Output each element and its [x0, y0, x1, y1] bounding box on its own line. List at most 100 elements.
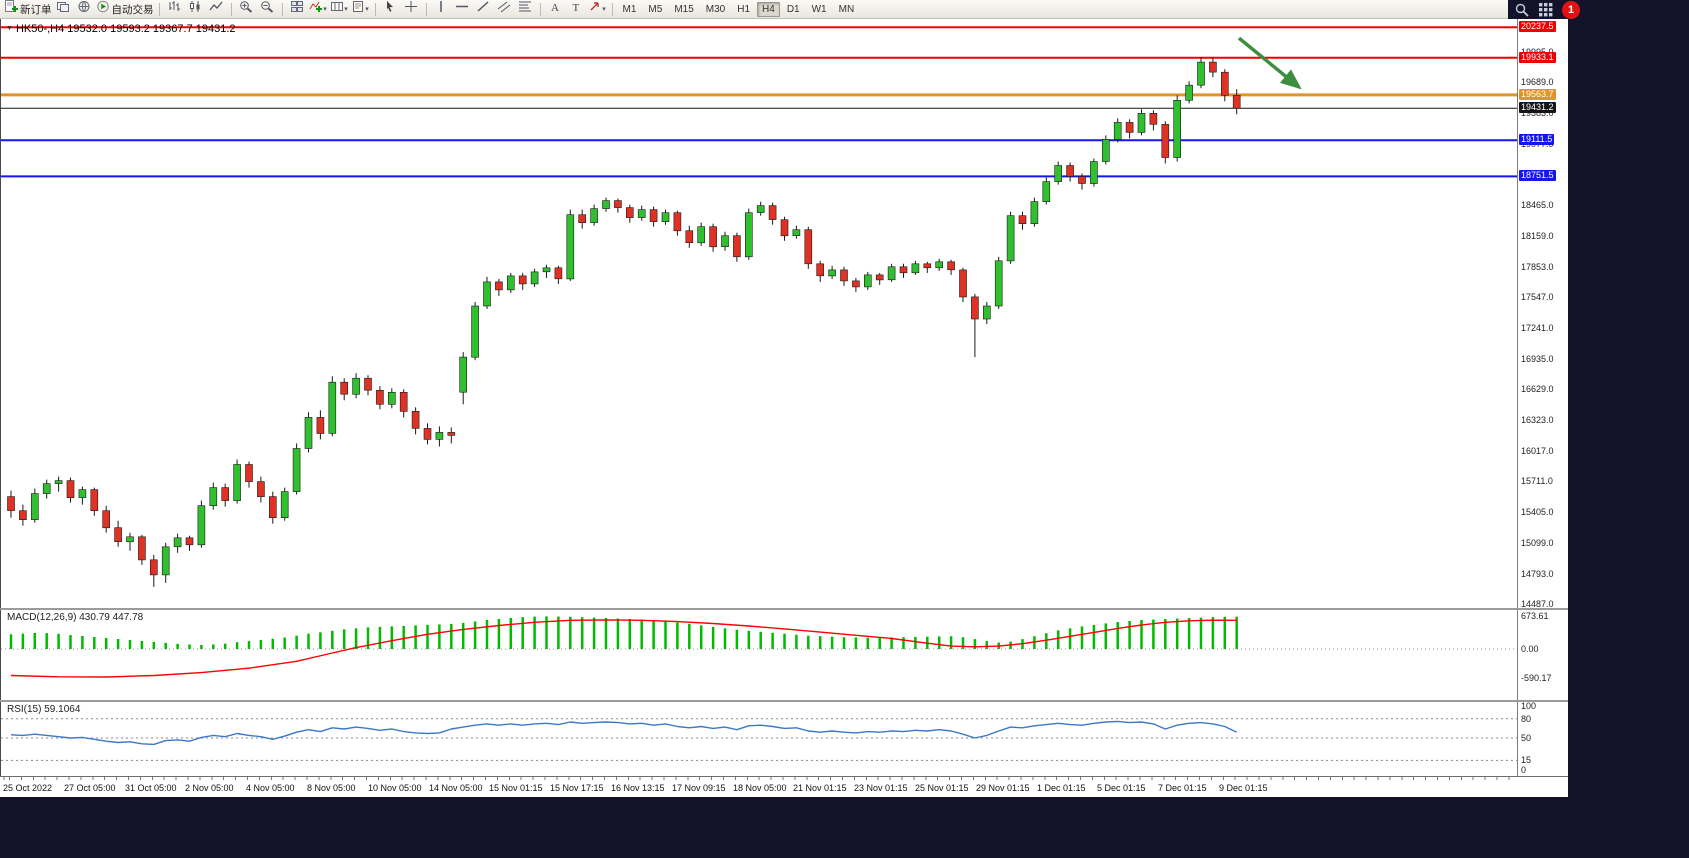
timeframe-M15[interactable]: M15 [674, 3, 694, 15]
cursor-button[interactable] [380, 1, 401, 17]
time-axis-label: 27 Oct 05:00 [64, 783, 116, 793]
time-axis-label: 29 Nov 01:15 [976, 783, 1030, 793]
price-axis-label: 14793.0 [1521, 569, 1554, 579]
panel-splitter[interactable] [0, 700, 1568, 702]
zoom-in-button[interactable] [236, 1, 257, 17]
price-axis-label: 16017.0 [1521, 446, 1554, 456]
vertical-line-button[interactable] [431, 1, 452, 17]
rsi-axis-label: 50 [1521, 733, 1532, 743]
macd-axis[interactable]: 673.61 0.00 -590.17 [1517, 610, 1568, 700]
grid-icon[interactable] [1538, 2, 1554, 18]
price-axis-label: 15405.0 [1521, 507, 1554, 517]
zoom-out-button[interactable] [257, 1, 278, 17]
charts-button[interactable] [53, 1, 74, 17]
periods-button[interactable]: ▾ [329, 1, 350, 17]
time-axis-label: 23 Nov 01:15 [854, 783, 908, 793]
line-chart-icon [209, 0, 223, 18]
rsi-canvas[interactable] [1, 702, 1517, 776]
text-button[interactable]: A [545, 1, 566, 17]
new-order-button[interactable]: 新订单 [3, 0, 53, 17]
overlay-icons: 1 [1514, 1, 1580, 19]
macd-canvas[interactable] [1, 610, 1517, 700]
search-icon[interactable] [1514, 2, 1530, 18]
templates-button[interactable]: ▾ [350, 1, 371, 17]
time-axis-label: 2 Nov 05:00 [185, 783, 234, 793]
horizontal-line-icon [455, 0, 469, 18]
svg-text:A: A [551, 2, 559, 13]
text-icon: A [548, 0, 562, 18]
candlestick-series [7, 57, 1241, 587]
crosshair-icon [404, 0, 418, 18]
line-chart-button[interactable] [206, 1, 227, 17]
time-axis-label: 15 Nov 17:15 [550, 783, 604, 793]
chart-title-text: HK50-,H4 19532.0 19593.2 19367.7 19431.2 [15, 23, 236, 35]
time-ticks [0, 777, 1517, 780]
toolbar-separator [611, 2, 613, 16]
zoom-out-icon [260, 0, 274, 18]
timeframe-H4[interactable]: H4 [757, 1, 780, 17]
notification-badge[interactable]: 1 [1562, 1, 1580, 19]
macd-signal-line [10, 619, 1237, 678]
price-axis[interactable]: 19995.019689.019383.019077.018771.018465… [1517, 19, 1568, 609]
community-button[interactable] [74, 1, 95, 17]
time-axis-label: 1 Dec 01:15 [1037, 783, 1086, 793]
crosshair-button[interactable] [401, 1, 422, 17]
fibonacci-button[interactable] [515, 1, 536, 17]
svg-text:T: T [573, 2, 580, 13]
price-axis-label: 17547.0 [1521, 292, 1554, 302]
tile-windows-icon [290, 0, 304, 18]
panel-splitter[interactable] [0, 608, 1568, 610]
tile-windows-button[interactable] [287, 1, 308, 17]
timeframe-H1[interactable]: H1 [737, 3, 751, 15]
time-axis-label: 7 Dec 01:15 [1158, 783, 1207, 793]
bar-chart-button[interactable] [164, 1, 185, 17]
indicators-button[interactable]: ▾ [308, 1, 329, 17]
text-label-icon: T [569, 0, 583, 18]
price-line-tag: 19563.7 [1519, 89, 1556, 100]
horizontal-line-button[interactable] [452, 1, 473, 17]
time-axis[interactable]: 25 Oct 2022 27 Oct 05:00 31 Oct 05:00 2 Nov… [0, 776, 1568, 797]
rsi-label: RSI(15) 59.1064 [7, 704, 81, 715]
timeframe-M30[interactable]: M30 [705, 3, 726, 15]
main-toolbar: 新订单 自动交易 ▾ ▾ ▾ A T ▾ M1 M5 M15 M30 H1 H4 D1 W1 MN [0, 0, 1508, 19]
fibonacci-icon [518, 0, 532, 18]
timeframe-W1[interactable]: W1 [811, 3, 827, 15]
auto-trading-label: 自动交易 [111, 3, 154, 16]
toolbar-separator [158, 2, 160, 16]
trendline-button[interactable] [473, 1, 494, 17]
time-axis-label: 16 Nov 13:15 [611, 783, 665, 793]
auto-trading-button[interactable]: 自动交易 [95, 0, 155, 17]
timeframe-MN[interactable]: MN [838, 3, 855, 15]
chevron-down-icon: ▾ [602, 5, 606, 13]
candlestick-chart-button[interactable] [185, 1, 206, 17]
cursor-icon [383, 0, 397, 18]
text-label-button[interactable]: T [566, 1, 587, 17]
arrows-button[interactable]: ▾ [587, 1, 608, 17]
timeframe-D1[interactable]: D1 [786, 3, 800, 15]
vertical-line-icon [434, 0, 448, 18]
rsi-axis-label: 15 [1521, 755, 1532, 765]
price-axis-label: 15711.0 [1521, 476, 1553, 486]
macd-histogram [9, 616, 1238, 649]
price-axis-label: 17853.0 [1521, 262, 1554, 272]
rsi-axis-label: 100 [1521, 701, 1537, 711]
trend-arrow-annotation[interactable] [1237, 36, 1302, 90]
timeframe-M1[interactable]: M1 [622, 3, 637, 15]
community-icon [77, 0, 91, 18]
price-chart-canvas[interactable] [1, 19, 1517, 608]
new-order-label: 新订单 [20, 3, 52, 16]
time-axis-label: 31 Oct 05:00 [125, 783, 177, 793]
time-axis-label: 21 Nov 01:15 [793, 783, 847, 793]
timeframe-M5[interactable]: M5 [648, 3, 663, 15]
rsi-axis[interactable]: 100 80 50 15 0 [1517, 701, 1568, 776]
candlestick-chart-icon [188, 0, 202, 18]
price-axis-label: 16935.0 [1521, 354, 1554, 364]
symbol-dropdown-icon[interactable]: ▼ [6, 25, 13, 32]
macd-panel: MACD(12,26,9) 430.79 447.78 673.61 0.00 -5… [0, 610, 1568, 700]
time-axis-label: 10 Nov 05:00 [368, 783, 422, 793]
trendline-icon [476, 0, 490, 18]
price-line-tag: 19933.1 [1519, 52, 1556, 63]
trading-terminal-window: 新订单 自动交易 ▾ ▾ ▾ A T ▾ M1 M5 M15 M30 H1 H4 D1 W1 MN ▼ HK50-… [0, 0, 1568, 797]
price-axis-label: 15099.0 [1521, 538, 1554, 548]
equidistant-channel-button[interactable] [494, 1, 515, 17]
